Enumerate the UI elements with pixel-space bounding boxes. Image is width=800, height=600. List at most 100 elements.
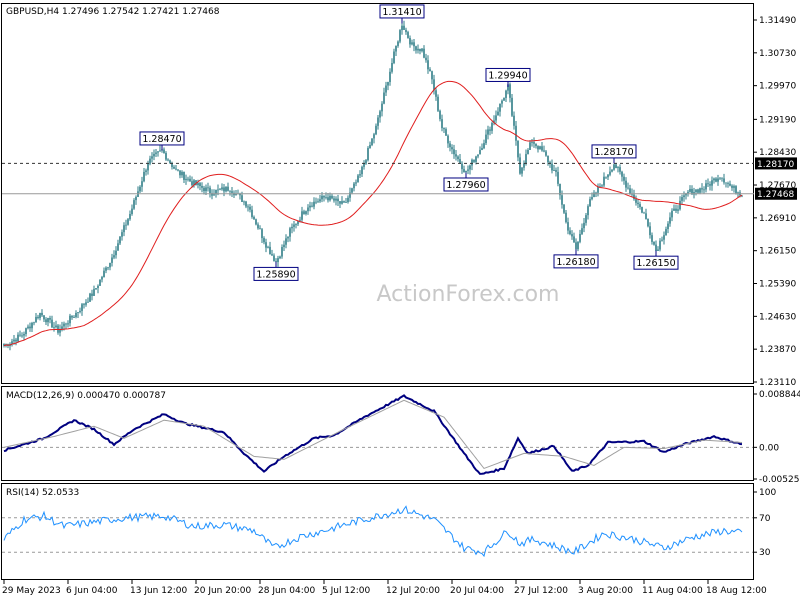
candle [157,151,159,157]
candle-body [375,125,377,135]
annotation-label: 1.31410 [382,7,421,18]
candle [505,89,507,102]
candle [647,218,649,228]
candle [397,40,399,48]
candle [517,140,519,162]
candle [679,196,681,211]
candle-body [673,208,675,211]
candle [71,315,73,320]
candle-body [271,254,273,256]
candle [527,148,529,155]
candle [89,292,91,302]
candle-body [575,242,577,250]
candle [37,314,39,320]
candle [603,172,605,187]
candle-body [503,97,505,101]
candle-body [205,187,207,192]
candle-body [677,209,679,211]
candle-body [383,92,385,104]
candle-body [729,183,731,186]
candle-body [507,84,509,91]
candle [175,165,177,171]
candle-body [247,206,249,208]
annotation-box [443,177,489,192]
candle-body [385,85,387,93]
candle [715,177,717,183]
candle [395,45,397,57]
candle-body [409,37,411,45]
candle-body [741,195,743,197]
candle [119,236,121,246]
candle-body [39,312,41,319]
candle [645,208,647,220]
candle-body [563,204,565,213]
candle-body [191,181,193,186]
candle-body [463,169,465,173]
candle [695,189,697,196]
price-y-tick-label: 1.23870 [759,345,796,355]
candle-body [397,41,399,46]
candle-body [431,71,433,80]
candle [657,246,659,251]
candle [431,70,433,85]
candle [691,185,693,195]
candle [539,145,541,150]
candle-body [471,159,473,166]
candle [93,285,95,296]
candle-body [681,197,683,201]
candle [293,221,295,232]
candle-body [261,229,263,239]
candle-body [187,178,189,180]
candle [247,204,249,212]
candle [497,107,499,116]
candle [435,88,437,101]
candle [565,210,567,224]
candle-body [623,176,625,181]
candle [361,165,363,177]
candle-body [265,242,267,248]
candle-body [511,97,513,116]
candle-body [255,219,257,225]
candle [359,170,361,179]
rsi-y-tick-label: 70 [759,514,771,524]
candle [267,245,269,249]
candle-body [477,154,479,157]
candle-body [249,206,251,210]
candle [611,169,613,173]
candle-body [625,180,627,188]
candle [383,87,385,105]
candle [469,164,471,175]
candle-body [71,315,73,318]
candle [23,331,25,341]
candle [173,165,175,170]
candle-body [467,169,469,171]
candle [425,53,427,63]
candle-body [189,178,191,182]
candle-body [109,262,111,268]
candle-body [209,187,211,194]
candle [291,223,293,234]
candle-body [663,235,665,240]
candle [681,194,683,205]
price-y-tick-label: 1.28430 [759,148,796,158]
candle-body [51,319,53,328]
candle-body [595,192,597,194]
candle [127,217,129,226]
candle-body [537,146,539,150]
candle-body [535,143,537,147]
x-tick-label: 12 Jul 20:00 [386,586,440,596]
price-layer: 1.28170 1.27468 1.31410 1.29940 1.28470 1.279… [2,4,797,351]
candle-body [419,48,421,52]
candle [379,109,381,123]
candle [547,155,549,166]
candle [403,20,405,30]
candle [105,266,107,274]
candle-body [367,148,369,161]
candle [541,142,543,152]
candle [243,200,245,206]
candle-body [641,207,643,213]
candle [313,197,315,210]
candle-body [651,235,653,242]
candle [509,82,511,103]
candle-body [453,149,455,155]
